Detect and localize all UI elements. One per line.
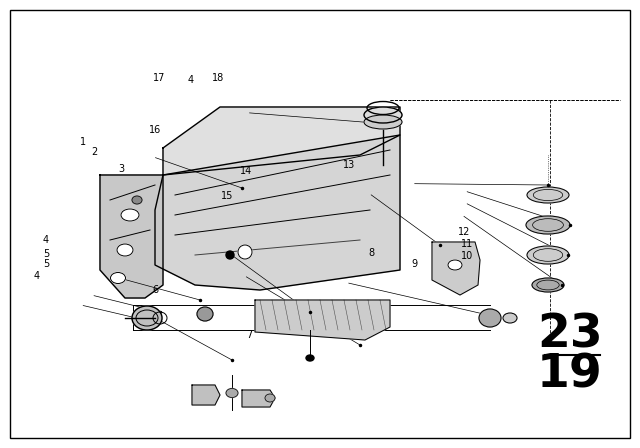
Text: 18: 18 [211,73,224,83]
Text: 13: 13 [342,160,355,170]
Ellipse shape [527,246,569,264]
Ellipse shape [532,278,564,292]
Ellipse shape [111,272,125,284]
Text: 9: 9 [412,259,418,269]
Text: 7: 7 [246,330,253,340]
Text: 4: 4 [188,75,194,85]
Polygon shape [255,300,390,340]
Text: 17: 17 [152,73,165,83]
Ellipse shape [226,388,238,397]
Text: 5: 5 [44,259,50,269]
Ellipse shape [306,355,314,361]
Text: 19: 19 [537,353,603,397]
Text: 5: 5 [44,250,50,259]
Text: 12: 12 [458,227,470,237]
Ellipse shape [132,196,142,204]
Text: 15: 15 [221,191,234,201]
Text: 16: 16 [149,125,162,135]
Ellipse shape [526,216,570,234]
Text: 8: 8 [368,248,374,258]
Text: 6: 6 [152,285,159,295]
Ellipse shape [265,394,275,402]
Ellipse shape [117,244,133,256]
Text: 23: 23 [537,313,603,358]
Polygon shape [155,135,400,290]
Ellipse shape [448,260,462,270]
Ellipse shape [364,115,402,129]
Ellipse shape [197,307,213,321]
Ellipse shape [121,209,139,221]
Polygon shape [100,175,163,298]
Text: 1: 1 [80,138,86,147]
Polygon shape [242,390,275,407]
Ellipse shape [479,309,501,327]
Polygon shape [432,242,480,295]
Polygon shape [163,107,400,175]
Ellipse shape [503,313,517,323]
Text: 3: 3 [118,164,125,174]
Circle shape [238,245,252,259]
Text: 4: 4 [43,235,49,245]
Polygon shape [192,385,220,405]
Text: 10: 10 [461,251,474,261]
Text: 2: 2 [91,147,97,157]
Circle shape [226,251,234,259]
Text: 14: 14 [240,166,253,176]
Text: 4: 4 [34,271,40,280]
Ellipse shape [527,187,569,203]
Ellipse shape [132,306,162,330]
Ellipse shape [364,107,402,123]
Text: 11: 11 [461,239,474,249]
